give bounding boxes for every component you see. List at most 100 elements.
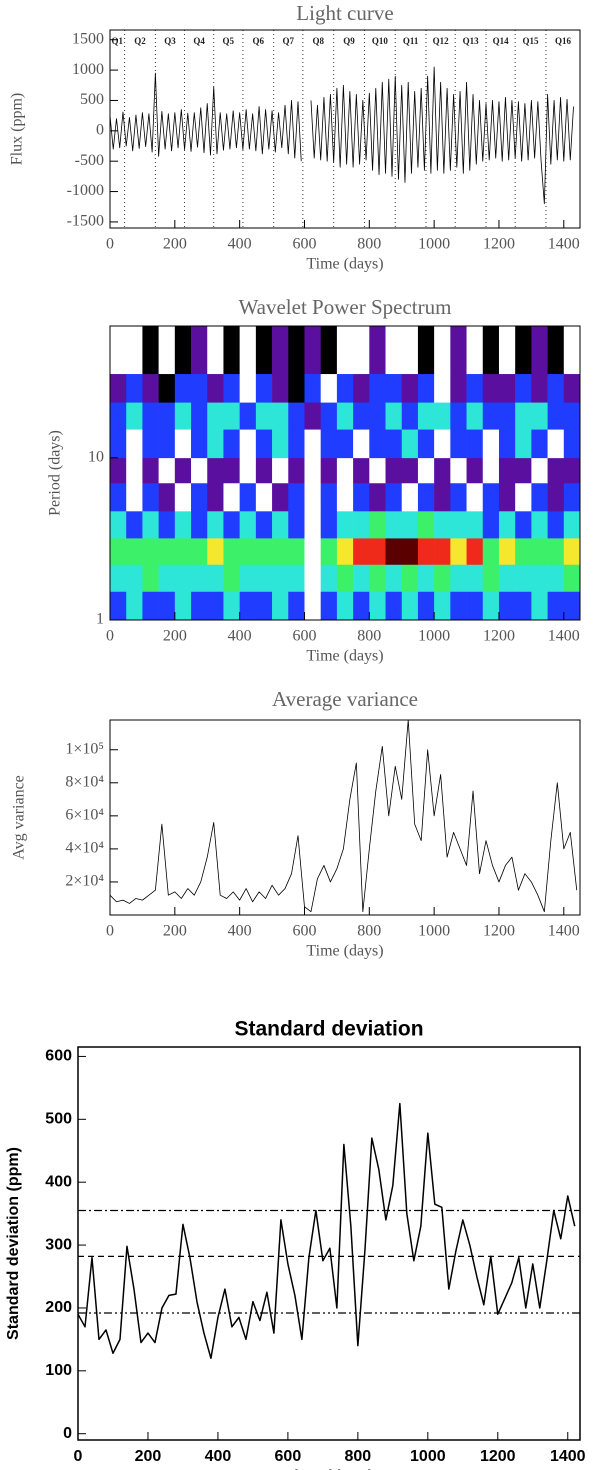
heat-cell (142, 538, 159, 565)
heat-cell (482, 591, 500, 620)
heat-cell (110, 482, 127, 512)
heat-cell (207, 326, 224, 375)
heat-cell (191, 511, 208, 539)
quarter-label: Q9 (343, 36, 355, 46)
heat-cell (385, 429, 403, 459)
heat-cell (336, 373, 354, 403)
heat-cell (288, 457, 305, 484)
heat-cell (255, 457, 273, 484)
y-tick-label: 500 (45, 1111, 72, 1128)
heat-cell (320, 326, 338, 375)
heat-cell (466, 373, 484, 403)
x-tick-label: 800 (357, 923, 381, 940)
heat-cell (434, 564, 451, 592)
y-tick-label: 10 (88, 449, 104, 466)
heat-cell (482, 326, 500, 375)
heat-cell (142, 591, 159, 620)
quarter-label: Q14 (493, 36, 510, 46)
heat-cell (174, 402, 192, 430)
heat-cell (126, 373, 143, 403)
x-tick-label: 1200 (483, 628, 515, 645)
x-tick-label: 1400 (550, 1448, 586, 1465)
heat-cell (401, 402, 419, 430)
x-tick-label: 0 (106, 628, 114, 645)
heat-cell (434, 429, 451, 459)
heat-cell (126, 511, 143, 539)
heat-cell (531, 511, 548, 539)
heat-cell (158, 482, 176, 512)
heat-cell (174, 564, 192, 592)
heat-cell (563, 373, 580, 403)
heat-cell (563, 457, 580, 484)
heat-cell (385, 457, 403, 484)
heat-cell (239, 402, 257, 430)
plot-area (110, 30, 574, 228)
heat-cell (272, 429, 289, 459)
heat-cell (126, 482, 143, 512)
x-tick-label: 1000 (418, 923, 450, 940)
heat-cell (531, 326, 548, 375)
heat-cell (336, 326, 354, 375)
y-axis-label: Standard deviation (ppm) (5, 1147, 22, 1340)
x-tick-label: 400 (228, 236, 252, 253)
heat-cell (515, 429, 532, 459)
heat-cell (320, 482, 338, 512)
heat-cell (450, 402, 467, 430)
heat-cell (369, 457, 386, 484)
heat-cell (369, 591, 386, 620)
heat-cell (531, 564, 548, 592)
heat-cell (336, 482, 354, 512)
y-tick-label: 500 (80, 91, 104, 108)
heat-cell (288, 538, 305, 565)
y-tick-label: -500 (75, 152, 104, 169)
heat-cell (531, 482, 548, 512)
heat-cell (304, 429, 321, 459)
heat-cell (207, 402, 224, 430)
heat-cell (547, 482, 565, 512)
heat-cell (320, 429, 338, 459)
heat-cell (207, 429, 224, 459)
heat-cell (417, 482, 435, 512)
heat-cell (515, 457, 532, 484)
heat-cell (401, 538, 419, 565)
y-tick-label: -1000 (67, 182, 104, 199)
heat-cell (547, 373, 565, 403)
data-line (110, 720, 578, 913)
x-tick-label: 600 (292, 628, 316, 645)
heat-cell (272, 457, 289, 484)
x-tick-label: 0 (106, 236, 114, 253)
heat-cell (239, 373, 257, 403)
heat-cell (158, 402, 176, 430)
x-tick-label: 400 (228, 628, 252, 645)
heat-cell (369, 511, 386, 539)
heat-cell (272, 326, 289, 375)
y-tick-label: 1×10⁵ (65, 740, 104, 757)
heat-cell (369, 402, 386, 430)
x-tick-label: 600 (292, 923, 316, 940)
heat-cell (142, 457, 159, 484)
heat-cell (207, 373, 224, 403)
heat-cell (110, 429, 127, 459)
heat-cell (304, 373, 321, 403)
heat-cell (191, 591, 208, 620)
heat-cell (515, 482, 532, 512)
x-tick-label: 200 (163, 236, 187, 253)
heat-cell (336, 457, 354, 484)
heat-cell (498, 429, 516, 459)
heat-cell (110, 326, 127, 375)
heat-cell (563, 591, 580, 620)
heat-cell (434, 402, 451, 430)
heat-cell (450, 591, 467, 620)
panel: 0 200 400 600 800 1000 1200 1400 1 10 Wavelet Powe… (47, 295, 581, 665)
heat-cell (531, 373, 548, 403)
x-tick-label: 1200 (483, 236, 515, 253)
heat-cell (207, 482, 224, 512)
heat-cell (353, 326, 370, 375)
heat-cell (498, 326, 516, 375)
heat-cell (369, 429, 386, 459)
heat-cell (547, 429, 565, 459)
heat-cell (515, 511, 532, 539)
x-axis-label: Time (days) (306, 943, 383, 960)
heat-cell (417, 373, 435, 403)
axes-box (109, 325, 581, 621)
